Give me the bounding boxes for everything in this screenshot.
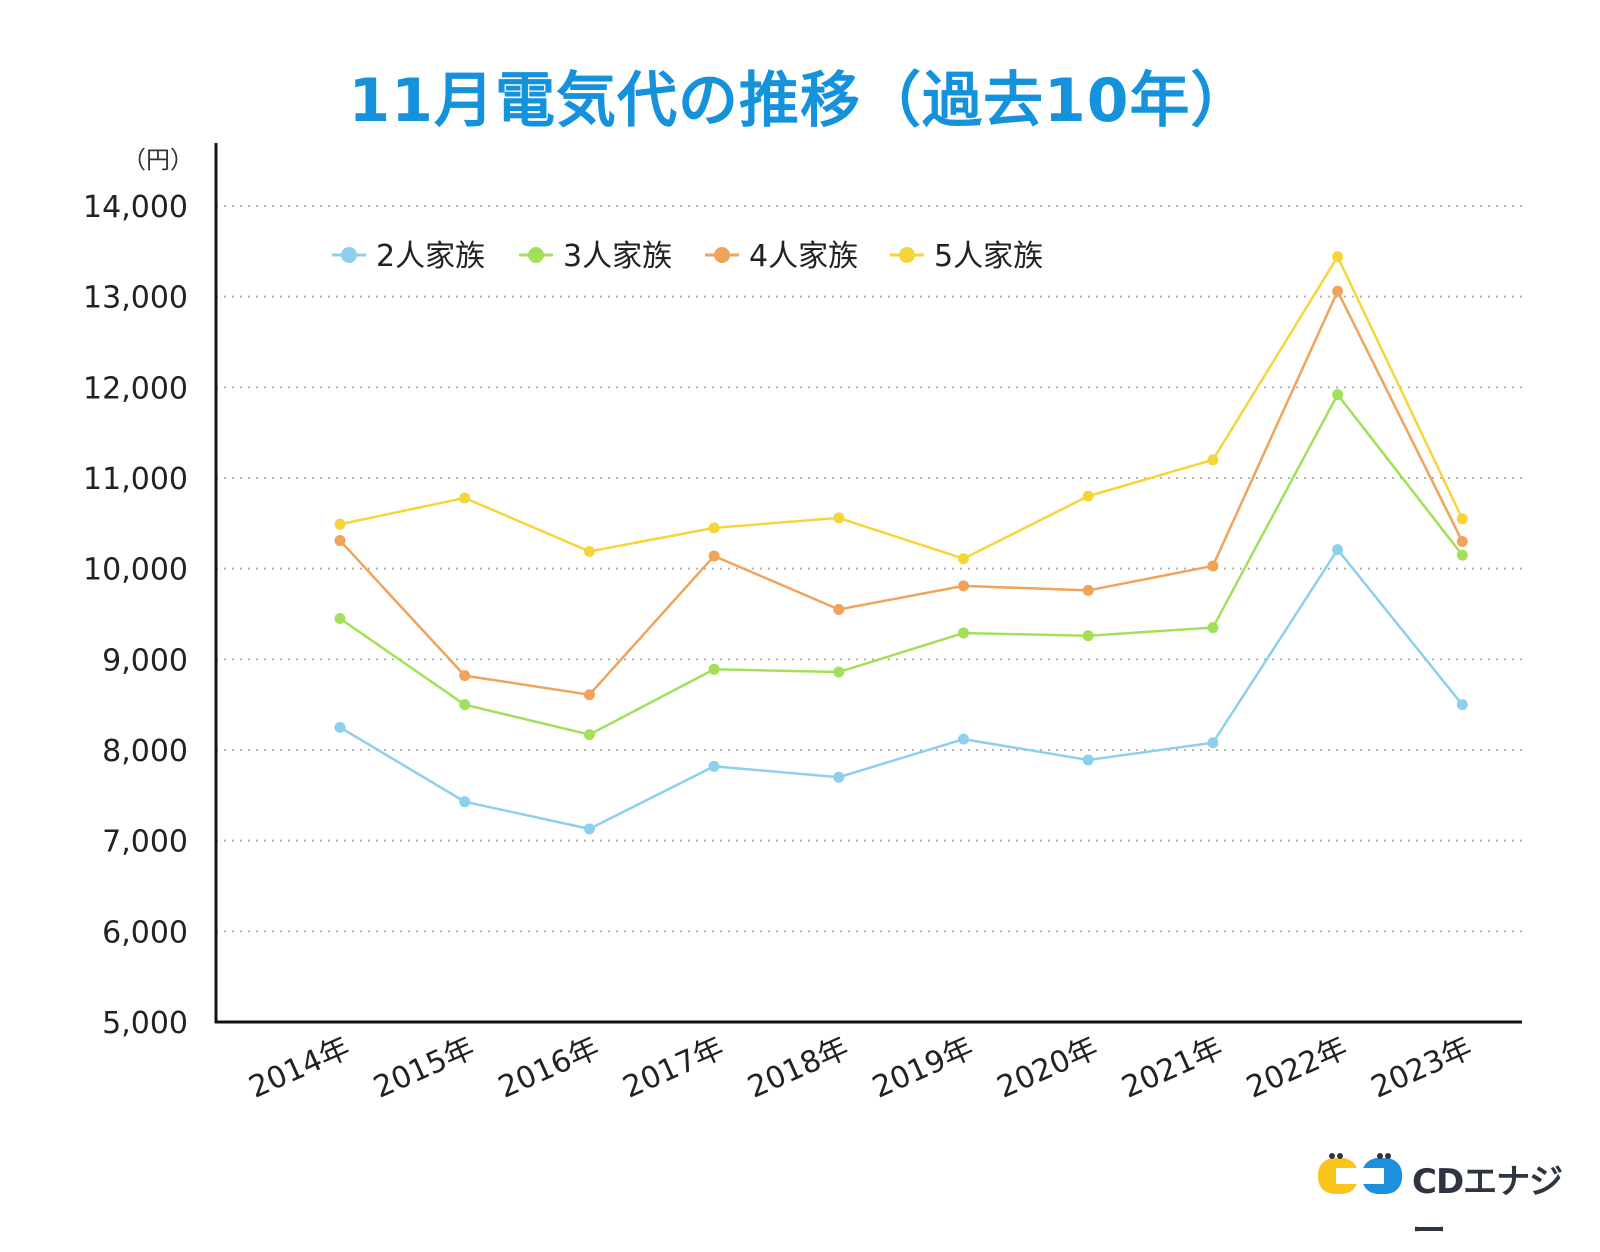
data-point	[459, 699, 471, 711]
data-point	[1207, 560, 1219, 572]
data-point	[459, 796, 471, 808]
data-point	[583, 823, 595, 835]
data-point	[1456, 513, 1468, 525]
data-point	[1207, 737, 1219, 749]
series-1	[334, 544, 1468, 835]
legend-swatch-dot	[899, 247, 915, 263]
data-point	[1456, 535, 1468, 547]
series-line	[339, 254, 1464, 561]
data-point	[334, 613, 346, 625]
legend-item: 5人家族	[890, 239, 1043, 274]
data-point	[583, 729, 595, 741]
legend-swatch-dot	[528, 247, 544, 263]
series-line	[339, 392, 1464, 736]
y-tick-label: 14,000	[83, 190, 188, 225]
x-tick-label: 2019年	[867, 1030, 978, 1105]
x-tick-label: 2016年	[493, 1030, 604, 1105]
data-point	[1082, 754, 1094, 766]
data-point	[708, 522, 720, 534]
x-tick-label: 2021年	[1117, 1030, 1228, 1105]
x-tick-label: 2022年	[1241, 1030, 1352, 1105]
series-line	[339, 288, 1464, 697]
line-chart: 5,000 6,000 7,000 8,000 9,000 10,000 11,000 12,…	[83, 143, 1522, 1106]
series-group	[334, 251, 1468, 835]
series-4	[334, 251, 1468, 565]
legend-label: 3人家族	[563, 239, 672, 274]
data-point	[708, 760, 720, 772]
x-tick-labels: 2014年 2015年 2016年 2017年 2018年 2019年 2020年 2021年…	[244, 1030, 1478, 1105]
data-point	[833, 603, 845, 615]
data-point	[958, 553, 969, 565]
y-tick-label: 6,000	[102, 915, 188, 950]
data-point	[1332, 544, 1344, 556]
logo-mark-icon	[1318, 1153, 1402, 1194]
series-3	[334, 285, 1468, 701]
data-point	[583, 545, 595, 557]
y-tick-labels: 5,000 6,000 7,000 8,000 9,000 10,000 11,000 12,…	[83, 190, 188, 1041]
data-point	[833, 771, 845, 783]
data-point	[1207, 622, 1219, 634]
data-point	[958, 733, 969, 745]
legend-label: 5人家族	[934, 239, 1043, 274]
brand-logo: CDエナジー	[1312, 1150, 1592, 1251]
legend-label: 2人家族	[376, 239, 485, 274]
data-point	[958, 580, 969, 592]
data-point	[1332, 389, 1344, 401]
legend-swatch-dot	[341, 247, 357, 263]
series-line	[339, 547, 1464, 831]
y-axis-label: （円）	[122, 146, 194, 174]
y-tick-label: 7,000	[102, 825, 188, 860]
logo-text: CDエナジー	[1412, 1162, 1563, 1251]
data-point	[1456, 549, 1468, 561]
data-point	[334, 518, 346, 530]
legend-label: 4人家族	[749, 239, 858, 274]
data-point	[1332, 251, 1344, 263]
y-tick-label: 13,000	[83, 281, 188, 316]
data-point	[1207, 454, 1219, 466]
y-tick-label: 10,000	[83, 553, 188, 588]
x-tick-label: 2023年	[1366, 1030, 1477, 1105]
y-tick-label: 8,000	[102, 734, 188, 769]
series-2	[334, 389, 1468, 741]
data-point	[708, 550, 720, 562]
chart-title: 11月電気代の推移（過去10年）	[348, 66, 1252, 136]
data-point	[833, 666, 845, 678]
grid-lines	[216, 205, 1522, 933]
data-point	[833, 512, 845, 524]
data-point	[459, 670, 471, 682]
x-tick-label: 2020年	[992, 1030, 1103, 1105]
legend-item: 3人家族	[519, 239, 672, 274]
data-point	[708, 663, 720, 675]
data-point	[958, 627, 969, 639]
x-tick-label: 2015年	[369, 1030, 480, 1105]
data-point	[1456, 699, 1468, 711]
legend: 2人家族 3人家族 4人家族 5人家族	[332, 239, 1043, 274]
x-tick-label: 2018年	[743, 1030, 854, 1105]
legend-swatch-dot	[714, 247, 730, 263]
data-point	[1332, 285, 1344, 297]
data-point	[1082, 584, 1094, 596]
axes	[214, 143, 1522, 1024]
data-point	[459, 492, 471, 504]
data-point	[583, 689, 595, 701]
y-tick-label: 9,000	[102, 643, 188, 678]
legend-item: 4人家族	[705, 239, 858, 274]
y-tick-label: 11,000	[83, 462, 188, 497]
y-tick-label: 12,000	[83, 371, 188, 406]
legend-item: 2人家族	[332, 239, 485, 274]
data-point	[334, 721, 346, 733]
x-tick-label: 2014年	[244, 1030, 355, 1105]
data-point	[1082, 630, 1094, 642]
y-tick-label: 5,000	[102, 1006, 188, 1041]
data-point	[1082, 490, 1094, 502]
x-tick-label: 2017年	[618, 1030, 729, 1105]
data-point	[334, 535, 346, 547]
